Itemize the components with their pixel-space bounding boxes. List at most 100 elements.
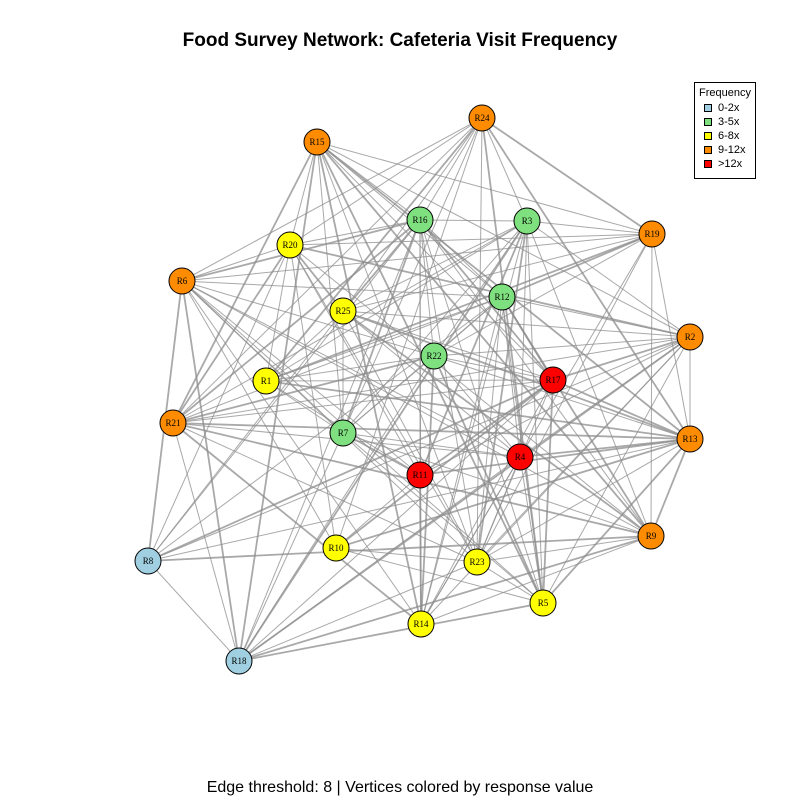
edge — [238, 456, 521, 662]
node-label: R1 — [261, 376, 272, 386]
node-r1: R1 — [252, 367, 280, 395]
edge — [552, 379, 691, 440]
node-label: R6 — [177, 276, 188, 286]
node-label: R13 — [682, 434, 698, 444]
edge — [420, 233, 653, 625]
edge — [289, 244, 344, 312]
edge — [289, 233, 653, 246]
edge — [342, 220, 528, 434]
node-label: R4 — [515, 452, 526, 462]
node-label: R7 — [338, 428, 349, 438]
edge — [542, 438, 691, 604]
edge — [501, 296, 521, 458]
node-circle — [676, 323, 704, 351]
edge — [335, 547, 544, 604]
node-circle — [463, 548, 491, 576]
edge — [476, 233, 653, 563]
edge — [342, 310, 554, 381]
node-circle — [420, 342, 448, 370]
node-label: R17 — [545, 375, 561, 385]
edge — [172, 336, 691, 424]
node-r17: R17 — [539, 366, 567, 394]
node-r11: R11 — [406, 461, 434, 489]
node-circle — [303, 128, 331, 156]
edge — [172, 355, 435, 424]
node-r16: R16 — [406, 206, 434, 234]
edge — [476, 438, 691, 563]
edge — [481, 117, 528, 222]
legend: Frequency 0-2x 3-5x 6-8x 9-12x >12x — [694, 82, 756, 179]
node-label: R10 — [328, 543, 344, 553]
node-circle — [513, 207, 541, 235]
edge — [181, 244, 291, 282]
edge — [433, 233, 653, 357]
edge — [172, 219, 421, 424]
node-r25: R25 — [329, 297, 357, 325]
edge — [238, 219, 421, 662]
edge — [316, 141, 652, 537]
edge — [238, 141, 318, 662]
edge — [238, 432, 344, 662]
node-r8: R8 — [134, 547, 162, 575]
edge — [147, 336, 691, 562]
edge — [265, 244, 291, 382]
node-circle — [322, 534, 350, 562]
node-r9: R9 — [637, 522, 665, 550]
edge — [238, 602, 544, 662]
edge — [419, 219, 554, 381]
edge — [342, 310, 478, 563]
node-circle — [276, 231, 304, 259]
edge — [342, 432, 421, 476]
edge — [265, 380, 344, 434]
edge — [238, 535, 652, 662]
node-r24: R24 — [468, 104, 496, 132]
edge — [181, 280, 435, 357]
node-label: R18 — [231, 656, 247, 666]
node-r10: R10 — [322, 534, 350, 562]
node-circle — [159, 409, 187, 437]
node-r19: R19 — [638, 220, 666, 248]
node-r12: R12 — [488, 283, 516, 311]
node-r2: R2 — [676, 323, 704, 351]
edge — [342, 432, 521, 458]
edge — [342, 219, 421, 312]
edge — [526, 220, 653, 235]
node-circle — [225, 647, 253, 675]
edge — [289, 141, 318, 246]
node-label: R15 — [309, 137, 325, 147]
edge — [419, 219, 435, 357]
edge — [172, 379, 554, 424]
node-label: R19 — [644, 229, 660, 239]
edge — [316, 141, 554, 381]
edge — [542, 336, 691, 604]
edge — [342, 310, 691, 440]
edge — [238, 355, 435, 662]
edge — [172, 422, 240, 662]
edge — [419, 438, 691, 476]
edge — [316, 141, 421, 221]
node-circle — [638, 220, 666, 248]
edge — [342, 219, 421, 434]
edge — [433, 355, 691, 440]
edge — [335, 474, 421, 549]
edge — [342, 310, 691, 338]
edge — [172, 296, 503, 424]
node-label: R9 — [646, 531, 657, 541]
edge — [316, 141, 478, 563]
legend-swatch — [704, 146, 712, 154]
edge — [316, 141, 691, 338]
edge — [181, 280, 503, 298]
legend-label: >12x — [718, 158, 743, 170]
edge — [433, 355, 544, 604]
edge — [181, 280, 421, 476]
edge — [419, 219, 528, 222]
edge — [650, 438, 691, 537]
node-label: R14 — [413, 619, 429, 629]
edge — [476, 296, 503, 563]
edge — [419, 219, 503, 298]
node-label: R11 — [413, 470, 428, 480]
edge — [172, 422, 478, 563]
edge — [238, 220, 528, 662]
edge — [289, 244, 478, 563]
node-label: R20 — [282, 240, 298, 250]
